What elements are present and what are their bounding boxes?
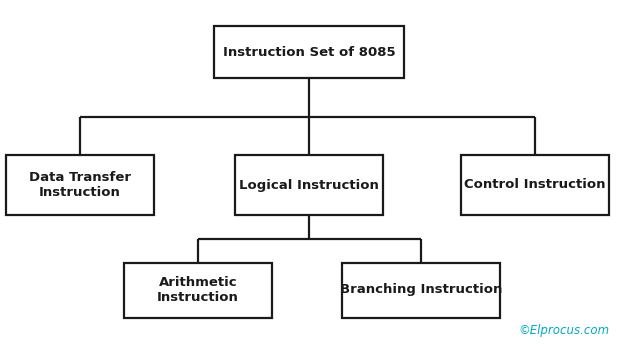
- Bar: [6, 155, 154, 215]
- Bar: [124, 263, 272, 317]
- Text: Instruction Set of 8085: Instruction Set of 8085: [222, 46, 396, 59]
- Text: Data Transfer
Instruction: Data Transfer Instruction: [29, 171, 131, 199]
- Text: Control Instruction: Control Instruction: [464, 178, 606, 191]
- Text: Logical Instruction: Logical Instruction: [239, 178, 379, 191]
- Bar: [342, 263, 500, 317]
- Bar: [461, 155, 609, 215]
- Text: Branching Instruction: Branching Instruction: [340, 284, 502, 296]
- Bar: [235, 155, 383, 215]
- Bar: [214, 26, 404, 78]
- Text: ©Elprocus.com: ©Elprocus.com: [519, 324, 610, 337]
- Text: Arithmetic
Instruction: Arithmetic Instruction: [157, 276, 239, 304]
